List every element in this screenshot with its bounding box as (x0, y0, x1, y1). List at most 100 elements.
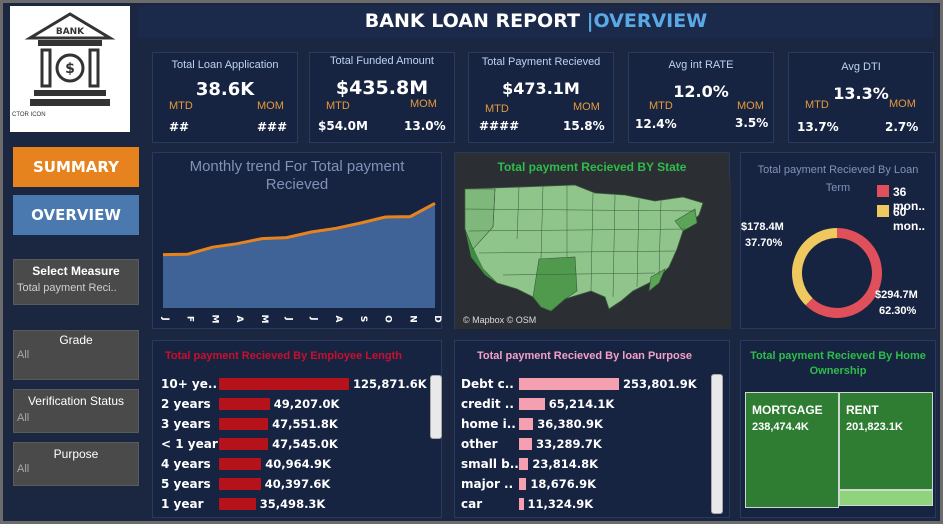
employee-bar (219, 418, 269, 430)
purpose-bar-label: Debt c.. (461, 377, 514, 391)
purpose-bar-row[interactable]: credit .. 65,214.1K (461, 395, 713, 413)
purpose-bar-row[interactable]: Debt c.. 253,801.9K (461, 375, 713, 393)
purpose-bar-row[interactable]: small b.. 23,814.8K (461, 455, 713, 473)
home-ownership-panel: Total payment Recieved By Home Ownership… (740, 340, 936, 518)
purpose-bar-value: 23,814.8K (532, 457, 599, 471)
kpi-total-loan-application: Total Loan Application 38.6K MTD MOM ## … (152, 52, 298, 143)
employee-bar-label: 2 years (161, 397, 211, 411)
purpose-bar-list: Debt c.. 253,801.9K credit .. 65,214.1K home… (461, 375, 713, 517)
title-section: OVERVIEW (593, 10, 708, 32)
trend-area (163, 203, 435, 308)
employee-bar-list: 10+ ye.. 125,871.6K 2 years 49,207.0K 3 year… (161, 375, 431, 515)
title-separator: | (586, 10, 594, 32)
employee-bar-label: 5 years (161, 477, 211, 491)
employee-bar (219, 458, 262, 470)
kpi-mom-value: 13.0% (404, 119, 446, 133)
employee-bar (219, 478, 261, 490)
employee-bar-label: 1 year (161, 497, 204, 511)
summary-button[interactable]: SUMMARY (13, 147, 139, 187)
home-tile-mortgage[interactable]: MORTGAGE 238,474.4K (745, 392, 839, 508)
filter-label: Grade (59, 333, 93, 347)
us-map[interactable] (455, 179, 731, 329)
legend-swatch-36 (877, 185, 889, 197)
filter-label: Select Measure (32, 264, 120, 278)
select-measure-filter[interactable]: Select Measure Total payment Reci.. (13, 259, 139, 305)
term-title: Total payment Recieved By Loan Term (757, 164, 919, 194)
kpi-mtd-value: 12.4% (635, 117, 677, 131)
purpose-bar-row[interactable]: home i.. 36,380.9K (461, 415, 713, 433)
employee-bar-row[interactable]: 4 years 40,964.9K (161, 455, 431, 473)
employee-bar-value: 35,498.3K (259, 497, 326, 511)
trend-month-tick: J (308, 316, 318, 320)
purpose-bar-row[interactable]: major .. 18,676.9K (461, 475, 713, 493)
kpi-mtd-label: MTD (326, 100, 350, 112)
purpose-bar-value: 36,380.9K (537, 417, 603, 431)
grade-filter[interactable]: Grade All (13, 330, 139, 380)
trend-month-tick: O (383, 315, 393, 323)
purpose-bar-value: 65,214.1K (548, 397, 615, 411)
legend-label-60: 60 mon.. (893, 205, 925, 233)
filter-label: Verification Status (27, 394, 125, 408)
donut-slice (805, 228, 882, 318)
kpi-title: Total Loan Application (171, 59, 279, 71)
kpi-mom-value: 3.5% (735, 116, 769, 130)
term-small-value: $178.4M (741, 221, 784, 233)
kpi-avg-int-rate: Avg int RATE 12.0% MTD MOM 12.4% 3.5% (628, 52, 774, 143)
trend-line (162, 201, 436, 257)
kpi-mom-label: MOM (573, 101, 600, 113)
loan-term-donut (792, 228, 882, 318)
home-tile-other[interactable] (839, 490, 933, 506)
purpose-bar (519, 398, 545, 410)
state-map-panel: Total payment Recieved BY State © Mapbox… (454, 152, 731, 329)
legend-label-36: 36 mon.. (893, 185, 925, 213)
employee-bar-value: 47,545.0K (272, 437, 338, 451)
purpose-bar-value: 18,676.9K (530, 477, 597, 491)
svg-text:$: $ (65, 61, 75, 77)
title-main: BANK LOAN REPORT (364, 10, 587, 32)
home-tile-label: RENT (846, 403, 879, 417)
purpose-scrollbar[interactable] (711, 374, 723, 514)
home-tile-rent[interactable]: RENT 201,823.1K (839, 392, 933, 490)
employee-bar-label: 4 years (161, 457, 211, 471)
purpose-bar-row[interactable]: wedding (461, 515, 713, 517)
purpose-bar-row[interactable]: car 11,324.9K (461, 495, 713, 513)
kpi-mtd-value: $54.0M (318, 119, 368, 133)
trend-month-tick: J (284, 316, 294, 320)
purpose-bar-row[interactable]: other 33,289.7K (461, 435, 713, 453)
employee-bar-row[interactable]: 5 years 40,397.6K (161, 475, 431, 493)
purpose-bar (519, 438, 533, 450)
employee-bar-row[interactable]: 1 year 35,498.3K (161, 495, 431, 513)
purpose-bar-label: car (461, 497, 483, 511)
home-tile-value: 201,823.1K (846, 421, 903, 433)
overview-button[interactable]: OVERVIEW (13, 195, 139, 235)
purpose-bar (519, 498, 524, 510)
employee-bar-row[interactable]: 2 years 49,207.0K (161, 395, 431, 413)
home-title: Total payment Recieved By Home Ownership (750, 350, 926, 377)
purpose-bar (519, 458, 529, 470)
kpi-title: Total Payment Recieved (481, 56, 601, 68)
kpi-mtd-label: MTD (805, 99, 829, 111)
trend-month-tick: A (234, 316, 244, 323)
filter-value: All (17, 349, 30, 361)
purpose-filter[interactable]: Purpose All (13, 442, 139, 486)
employee-bar-row[interactable]: 10+ ye.. 125,871.6K (161, 375, 431, 393)
purpose-bar (519, 378, 619, 390)
loan-purpose-panel: Total payment Recieved By loan Purpose D… (454, 340, 730, 518)
map-credit: © Mapbox © OSM (463, 315, 537, 325)
trend-month-tick: A (333, 316, 343, 323)
employee-bar-row[interactable]: < 1 year 47,545.0K (161, 435, 431, 453)
kpi-mom-value: 15.8% (563, 119, 605, 133)
kpi-mom-label: MOM (257, 100, 284, 112)
employee-title: Total payment Recieved By Employee Lengt… (165, 350, 402, 362)
kpi-title: Avg DTI (841, 61, 881, 73)
kpi-mtd-label: MTD (649, 100, 673, 112)
page-title: BANK LOAN REPORT |OVERVIEW (138, 6, 934, 38)
employee-bar-row[interactable]: 3 years 47,551.8K (161, 415, 431, 433)
purpose-bar-label: major .. (461, 477, 514, 491)
verification-status-filter[interactable]: Verification Status All (13, 389, 139, 433)
donut-slice (792, 228, 838, 306)
kpi-value: $473.1M (502, 79, 580, 98)
employee-scrollbar[interactable] (430, 375, 442, 439)
kpi-avg-dti: Avg DTI 13.3% MTD MOM 13.7% 2.7% (788, 52, 934, 143)
